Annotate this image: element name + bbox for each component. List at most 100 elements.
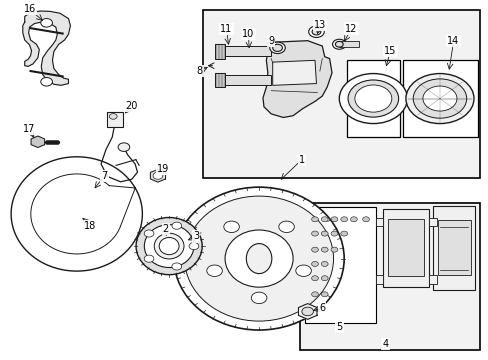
Circle shape [321,292,327,297]
Circle shape [272,44,282,51]
Text: 10: 10 [242,29,254,39]
Bar [217,75,271,85]
Text: 6: 6 [319,303,325,313]
Circle shape [153,172,163,179]
Circle shape [172,263,181,270]
Circle shape [321,217,327,222]
Text: 2: 2 [163,224,168,234]
Ellipse shape [154,233,183,259]
Ellipse shape [174,187,344,330]
Bar [346,60,399,137]
Text: 18: 18 [84,221,96,231]
Circle shape [339,73,407,123]
Circle shape [251,292,266,303]
Bar [300,203,479,350]
Bar [432,206,474,290]
Circle shape [41,77,52,86]
Circle shape [311,261,318,266]
Circle shape [350,217,357,222]
Circle shape [340,217,347,222]
Text: 5: 5 [336,322,342,332]
Bar [402,60,477,137]
Text: 20: 20 [125,101,138,111]
Circle shape [144,255,154,262]
Circle shape [301,307,313,316]
Circle shape [311,28,320,35]
Circle shape [311,276,318,281]
Bar [437,220,469,275]
Ellipse shape [136,217,202,275]
Circle shape [189,243,199,249]
Text: 19: 19 [156,163,168,174]
Circle shape [144,230,154,237]
Circle shape [332,39,346,49]
Circle shape [321,231,327,236]
Circle shape [405,73,473,123]
Polygon shape [263,41,331,117]
Bar [215,73,224,87]
Circle shape [354,85,391,112]
Circle shape [311,247,318,252]
Text: 11: 11 [220,24,232,34]
Circle shape [330,231,337,236]
Text: 8: 8 [196,66,203,76]
Polygon shape [150,169,165,182]
Circle shape [330,247,337,252]
Circle shape [311,292,318,297]
Polygon shape [31,136,44,148]
Text: 13: 13 [313,19,325,30]
Circle shape [269,42,285,54]
Circle shape [278,221,294,233]
Circle shape [321,261,327,266]
Text: 7: 7 [101,171,107,181]
Polygon shape [272,60,316,85]
Bar [107,112,122,127]
Text: 12: 12 [345,23,357,33]
Ellipse shape [224,230,292,287]
Bar [375,275,382,284]
Bar [203,10,479,178]
Ellipse shape [184,196,333,321]
Bar [215,44,224,59]
Bar [375,217,382,226]
Bar [428,217,436,226]
Circle shape [41,18,52,27]
Circle shape [224,221,239,233]
Text: 3: 3 [192,231,199,242]
Circle shape [335,41,343,47]
Circle shape [172,222,181,229]
Text: 15: 15 [384,46,396,56]
Text: 9: 9 [267,36,274,46]
Circle shape [109,113,117,119]
Bar [305,207,375,323]
Circle shape [321,247,327,252]
Ellipse shape [159,238,179,255]
Circle shape [206,265,222,276]
Circle shape [311,231,318,236]
Circle shape [321,276,327,281]
Text: 1: 1 [298,155,305,165]
Circle shape [412,79,466,118]
Circle shape [295,265,311,276]
Text: 16: 16 [23,4,36,14]
Bar [387,219,424,276]
Polygon shape [298,303,316,319]
Circle shape [362,217,369,222]
Bar [428,275,436,284]
Circle shape [330,217,337,222]
Circle shape [311,217,318,222]
Text: 17: 17 [23,124,36,134]
Bar [217,46,271,57]
Text: 14: 14 [447,36,459,46]
Circle shape [118,143,129,152]
Polygon shape [23,11,70,85]
Bar [339,41,358,47]
Bar [382,208,428,287]
Circle shape [340,231,347,236]
Ellipse shape [246,244,271,274]
Circle shape [422,86,456,111]
Ellipse shape [144,225,194,267]
Text: 4: 4 [382,339,388,349]
Circle shape [347,80,398,117]
Circle shape [308,26,324,37]
